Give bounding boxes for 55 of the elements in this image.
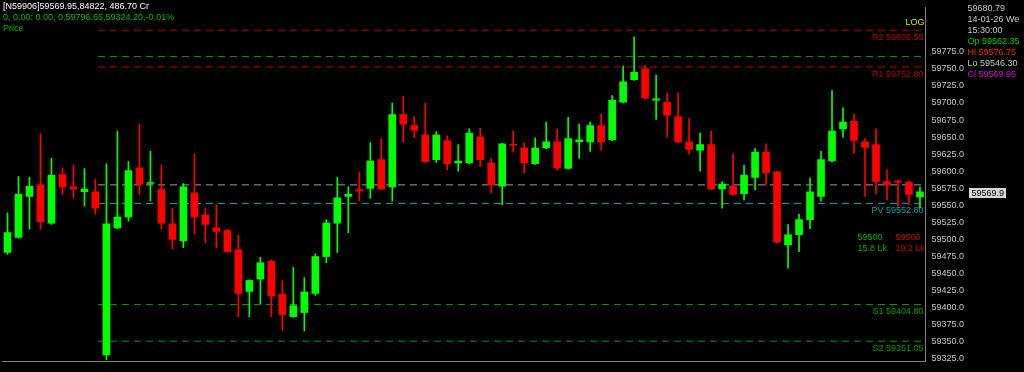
candlestick — [575, 123, 583, 159]
y-tick-label: 59750.0 — [931, 63, 965, 74]
ref-line-label: R2 59806.55 — [871, 32, 924, 43]
text: 15:30:00 — [967, 25, 1003, 36]
y-tick-label: 59700.0 — [931, 97, 965, 108]
candlestick — [696, 132, 704, 172]
candlestick — [839, 107, 847, 138]
y-tick-label: 59400.0 — [931, 302, 965, 313]
annotation: LOG — [905, 17, 925, 28]
candlestick — [861, 138, 869, 197]
text: Cl 59569.95 — [967, 69, 1016, 80]
candlestick — [718, 181, 726, 209]
y-tick-label: 59600.0 — [931, 165, 965, 176]
text: Op 59562.35 — [967, 36, 1020, 47]
text: 59569.9 — [969, 188, 1006, 198]
annotation: 59500 — [857, 232, 883, 243]
ref-line-label: S2 59351.05 — [872, 343, 924, 354]
candlestick — [399, 95, 408, 143]
text: 0, 0.00: 0.00, 0,59796.65,59324.20,-0.01% — [3, 12, 175, 23]
annotation: 59500 — [895, 232, 921, 243]
ref-line-label: S1 59404.80 — [872, 306, 924, 317]
candlestick — [630, 36, 638, 81]
annotation: Price — [3, 23, 24, 34]
y-tick-label: 59450.0 — [931, 268, 965, 279]
y-tick-label: 59675.0 — [931, 114, 965, 125]
y-tick-label: 59525.0 — [931, 216, 965, 227]
y-tick-label: 59475.0 — [931, 251, 965, 262]
y-tick-label: 59575.0 — [931, 182, 965, 193]
y-tick-label: 59325.0 — [931, 353, 965, 364]
text: Lo 59546.30 — [967, 58, 1018, 69]
y-tick-label: 59550.0 — [931, 199, 965, 210]
y-tick-label: 59425.0 — [931, 285, 965, 296]
text: 59680.79 — [967, 3, 1005, 14]
y-tick-label: 59350.0 — [931, 336, 965, 347]
candlestick — [685, 118, 693, 155]
y-tick-label: 59500.0 — [931, 233, 965, 244]
candlestick — [509, 130, 518, 153]
candlestick — [652, 74, 660, 120]
y-tick-label: 59775.0 — [931, 46, 965, 57]
y-tick-label: 59725.0 — [931, 80, 965, 91]
y-tick-label: 59625.0 — [931, 148, 965, 159]
candlestick — [883, 169, 891, 201]
ref-line-label: R1 59752.80 — [871, 68, 924, 79]
ref-line-label: PV 59552.80 — [871, 205, 924, 216]
annotation: 19.2 Lk — [895, 243, 925, 254]
y-tick-label: 59375.0 — [931, 319, 965, 330]
annotation: 15.8 Lk — [857, 243, 887, 254]
candlestick — [729, 153, 737, 196]
candlestick — [355, 172, 364, 201]
text: Hi 59576.75 — [967, 47, 1016, 58]
text: 14-01-26 We — [967, 14, 1020, 25]
candlestick — [344, 186, 353, 233]
chart-title: [N59906]59569.95,84822, 486.70 Cr — [3, 1, 150, 12]
candlestick — [542, 121, 551, 150]
y-tick-label: 59650.0 — [931, 131, 965, 142]
